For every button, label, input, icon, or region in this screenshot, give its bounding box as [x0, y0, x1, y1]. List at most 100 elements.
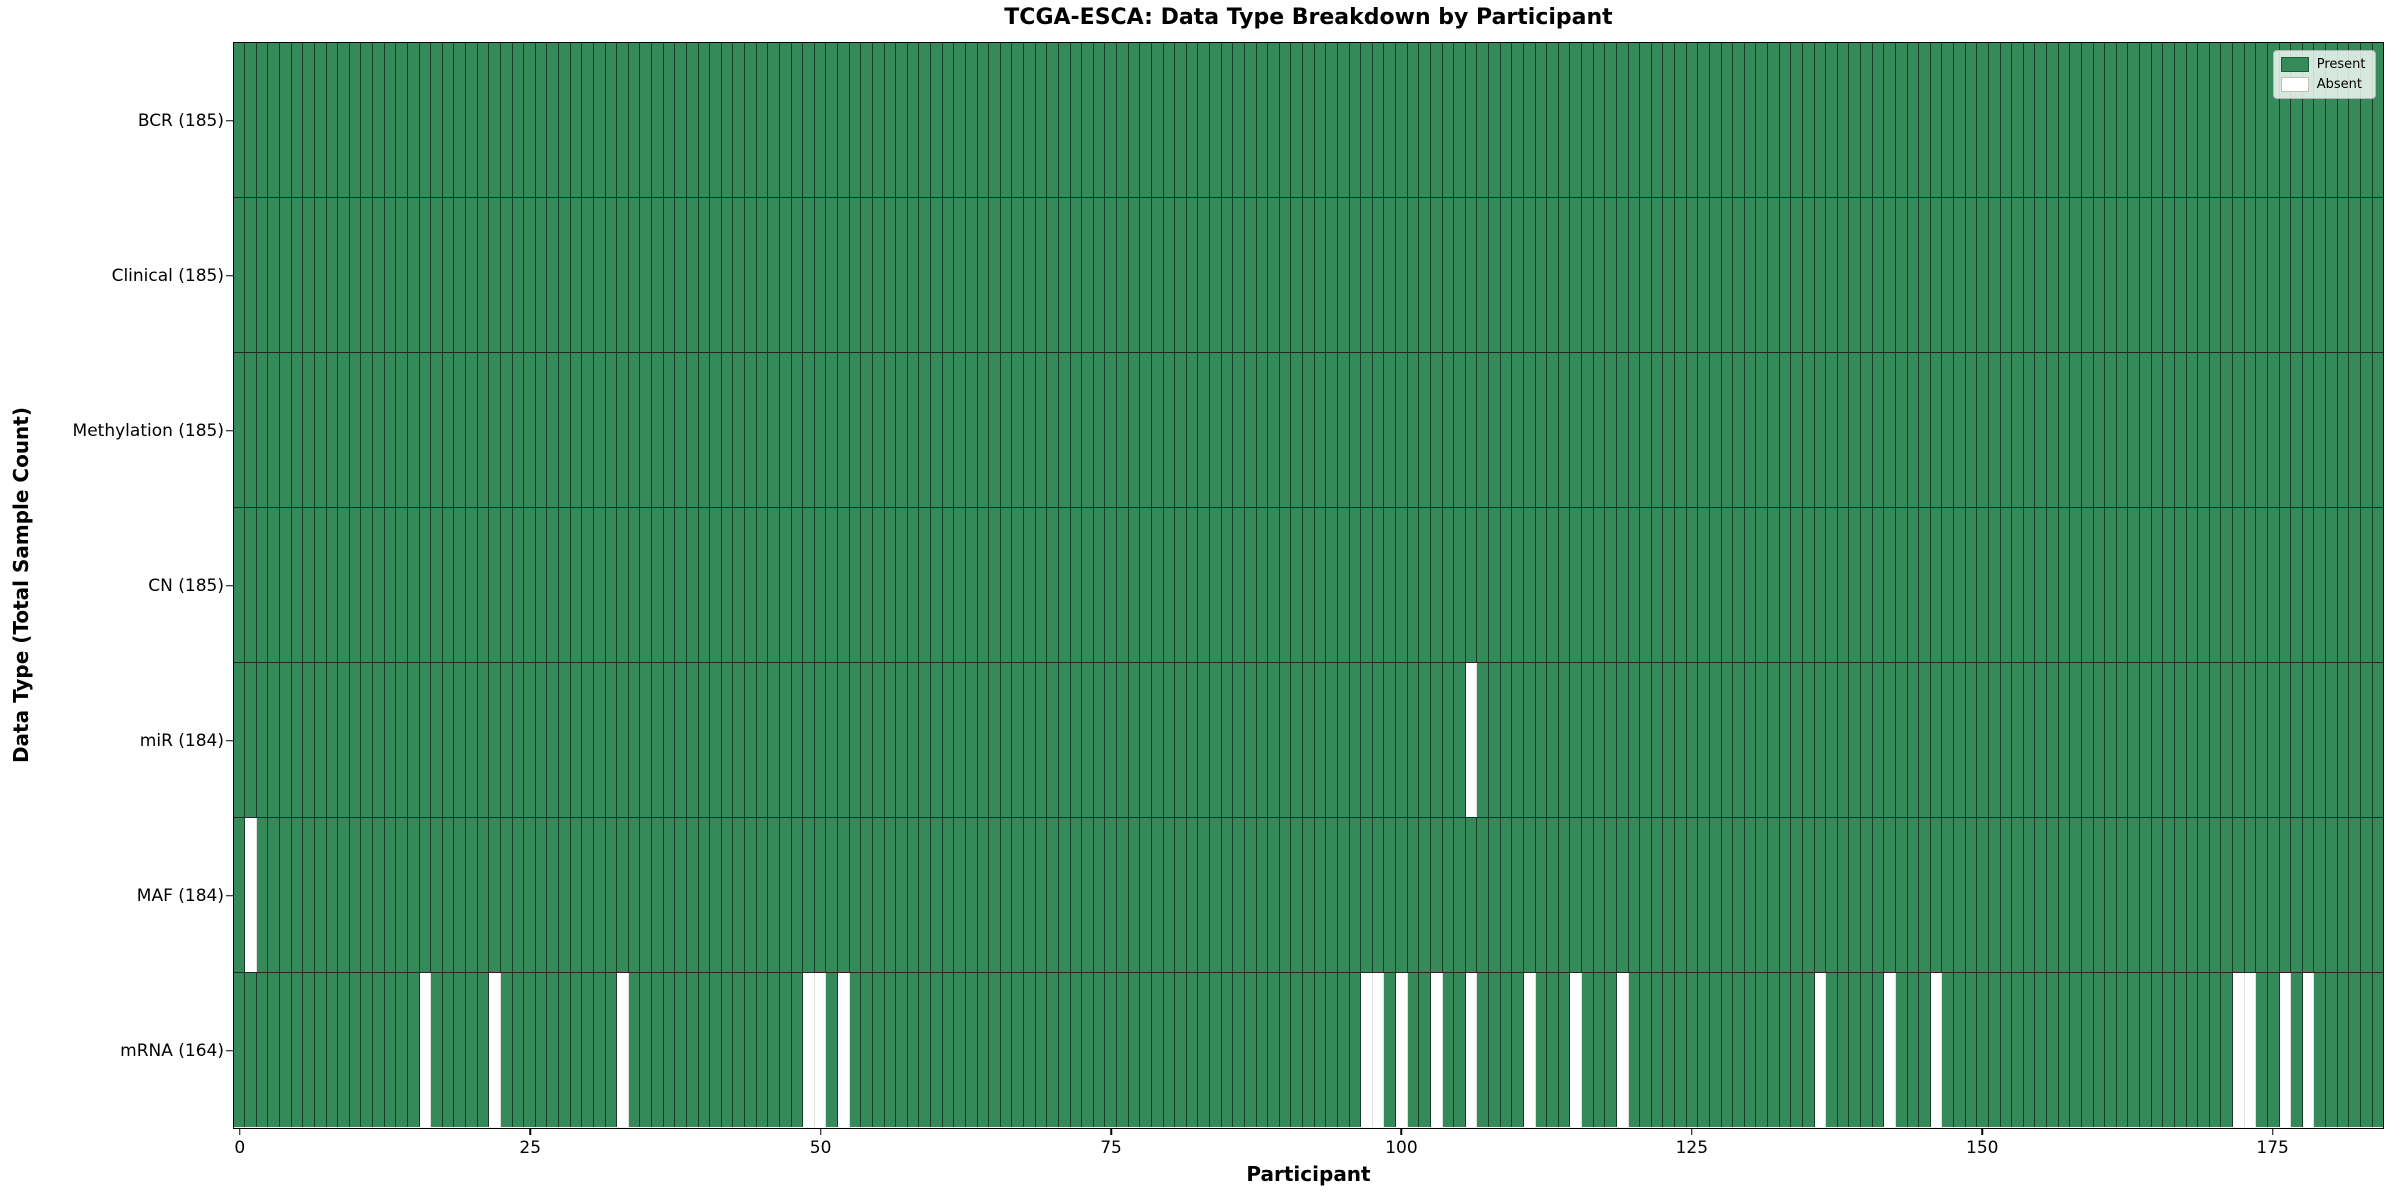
cell-mRNA-36	[652, 973, 664, 1128]
cell-MAF-146	[1930, 818, 1943, 973]
cell-miR-1	[245, 663, 257, 818]
cell-Clinical-179	[2314, 197, 2326, 352]
cell-MAF-48	[791, 818, 804, 973]
cell-MAF-115	[1570, 818, 1582, 973]
cell-miR-37	[663, 663, 676, 818]
cell-mRNA-32	[605, 973, 618, 1128]
cell-BCR-18	[442, 42, 455, 197]
cell-MAF-42	[721, 818, 734, 973]
cell-BCR-69	[1035, 42, 1048, 197]
cell-miR-146	[1930, 663, 1943, 818]
cell-MAF-62	[954, 818, 966, 973]
cell-mRNA-95	[1337, 973, 1350, 1128]
cell-Clinical-47	[779, 197, 792, 352]
cell-CN-115	[1570, 507, 1582, 663]
cell-mRNA-54	[861, 973, 873, 1128]
cell-MAF-163	[2128, 818, 2140, 973]
cell-MAF-109	[1500, 818, 1513, 973]
cell-Methylation-84	[1210, 352, 1222, 507]
cell-MAF-18	[442, 818, 455, 973]
cell-BCR-36	[652, 42, 664, 197]
cell-CN-11	[361, 507, 373, 663]
cell-MAF-100	[1396, 818, 1408, 973]
cell-BCR-169	[2198, 42, 2210, 197]
x-axis-label: Participant	[1246, 1162, 1371, 1186]
cell-CN-107	[1477, 507, 1489, 663]
cell-BCR-167	[2174, 42, 2187, 197]
cell-Methylation-92	[1303, 352, 1315, 507]
cell-Methylation-0	[233, 352, 246, 507]
cell-Methylation-165	[2151, 352, 2164, 507]
cell-BCR-137	[1826, 42, 1838, 197]
cell-BCR-83	[1198, 42, 1210, 197]
cell-MAF-178	[2302, 818, 2315, 973]
cell-Methylation-149	[1965, 352, 1978, 507]
cell-mRNA-58	[907, 973, 920, 1128]
cell-CN-83	[1198, 507, 1210, 663]
cell-BCR-158	[2070, 42, 2082, 197]
cell-CN-49	[803, 507, 815, 663]
cell-CN-150	[1977, 507, 1989, 663]
cell-Clinical-181	[2337, 197, 2350, 352]
cell-MAF-175	[2267, 818, 2280, 973]
cell-mRNA-107	[1477, 973, 1489, 1128]
cell-mRNA-104	[1442, 973, 1455, 1128]
cell-mRNA-119	[1616, 973, 1629, 1128]
cell-miR-112	[1535, 663, 1548, 818]
cell-Clinical-75	[1105, 197, 1117, 352]
cell-mRNA-41	[710, 973, 722, 1128]
cell-BCR-120	[1628, 42, 1641, 197]
cell-mRNA-162	[2116, 973, 2129, 1128]
cell-miR-125	[1686, 663, 1699, 818]
cell-mRNA-15	[407, 973, 420, 1128]
cell-Methylation-66	[1000, 352, 1013, 507]
cell-CN-27	[547, 507, 559, 663]
cell-MAF-110	[1512, 818, 1524, 973]
cell-BCR-109	[1500, 42, 1513, 197]
cell-MAF-148	[1954, 818, 1966, 973]
cell-BCR-35	[640, 42, 652, 197]
cell-Clinical-33	[617, 197, 629, 352]
cell-Methylation-119	[1616, 352, 1629, 507]
cell-mRNA-31	[593, 973, 606, 1128]
cell-MAF-34	[628, 818, 641, 973]
cell-MAF-114	[1558, 818, 1571, 973]
cell-BCR-157	[2058, 42, 2071, 197]
cell-CN-136	[1814, 507, 1827, 663]
cell-Methylation-169	[2198, 352, 2210, 507]
cell-mRNA-143	[1895, 973, 1908, 1128]
cell-MAF-85	[1221, 818, 1234, 973]
cell-mRNA-164	[2140, 973, 2152, 1128]
cell-mRNA-179	[2314, 973, 2326, 1128]
cell-Methylation-59	[919, 352, 931, 507]
cell-mRNA-57	[896, 973, 908, 1128]
cell-MAF-102	[1419, 818, 1431, 973]
cell-Clinical-73	[1082, 197, 1094, 352]
cell-CN-141	[1872, 507, 1885, 663]
cell-CN-178	[2302, 507, 2315, 663]
cell-BCR-9	[338, 42, 350, 197]
cell-mRNA-106	[1465, 973, 1478, 1128]
cell-Methylation-83	[1198, 352, 1210, 507]
cell-Methylation-116	[1582, 352, 1594, 507]
cell-mRNA-172	[2233, 973, 2245, 1128]
cell-miR-49	[803, 663, 815, 818]
cell-mRNA-39	[686, 973, 699, 1128]
cell-Methylation-75	[1105, 352, 1117, 507]
cell-mRNA-127	[1709, 973, 1722, 1128]
cell-Methylation-9	[338, 352, 350, 507]
cell-Clinical-79	[1151, 197, 1164, 352]
cell-Methylation-7	[314, 352, 327, 507]
cell-BCR-171	[2221, 42, 2233, 197]
cell-Methylation-163	[2128, 352, 2140, 507]
cell-mRNA-48	[791, 973, 804, 1128]
cell-miR-127	[1709, 663, 1722, 818]
cell-miR-106	[1465, 663, 1478, 818]
cell-MAF-28	[559, 818, 571, 973]
cell-Clinical-117	[1593, 197, 1606, 352]
y-tick-label-CN: CN (185)	[148, 575, 224, 596]
cell-mRNA-149	[1965, 973, 1978, 1128]
cell-BCR-92	[1303, 42, 1315, 197]
cell-miR-31	[593, 663, 606, 818]
cell-Methylation-3	[268, 352, 280, 507]
